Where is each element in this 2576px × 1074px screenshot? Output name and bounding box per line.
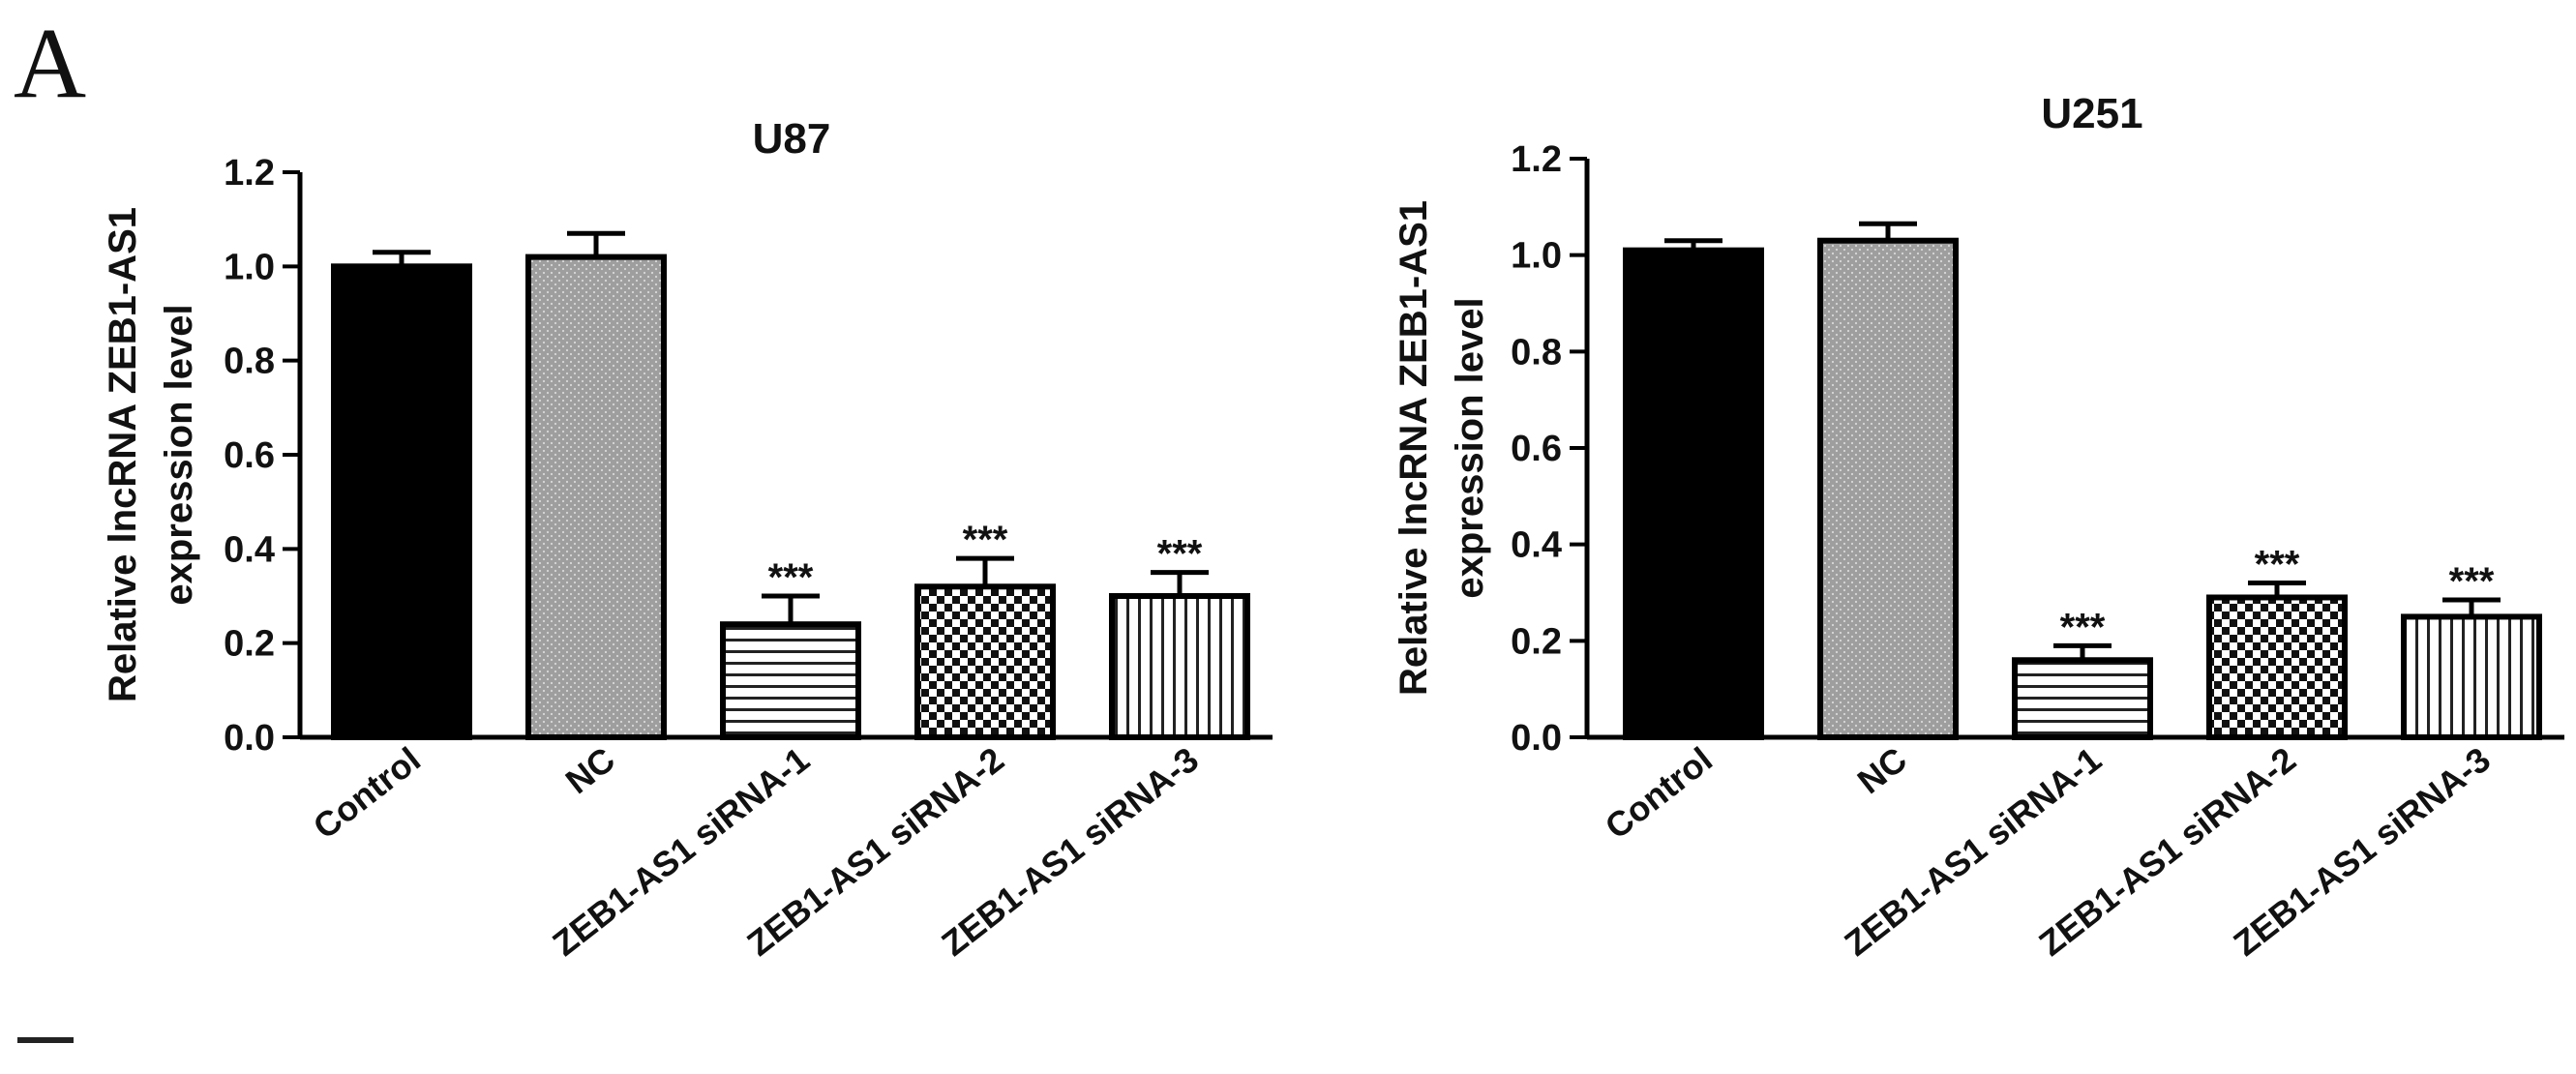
y-tick-label: 1.2 (1511, 139, 1562, 180)
y-axis-label: expression level (158, 304, 200, 605)
bar-control (1623, 247, 1764, 740)
y-axis-label: Relative lncRNA ZEB1-AS1 (102, 207, 144, 702)
panel-label: A (14, 8, 86, 119)
y-tick-label: 0.8 (1511, 332, 1562, 373)
y-tick-label: 0.8 (224, 342, 275, 382)
x-category-label: Control (306, 739, 428, 847)
chart-title: U251 (2041, 90, 2142, 137)
x-category-label: NC (1850, 739, 1914, 801)
y-tick-label: 0.4 (1511, 525, 1562, 566)
y-tick-label: 0.6 (224, 435, 275, 476)
y-tick-label: 0.6 (1511, 429, 1562, 469)
bar-zeb1-as1-sirna-1 (2012, 657, 2153, 740)
bar-nc (1817, 237, 1959, 740)
y-tick-label: 0.4 (224, 529, 275, 570)
bar-zeb1-as1-sirna-2 (2206, 594, 2348, 740)
y-axis-label: expression level (1449, 297, 1491, 598)
y-axis-label: Relative lncRNA ZEB1-AS1 (1393, 200, 1435, 696)
significance-label: *** (768, 556, 814, 599)
bar-zeb1-as1-sirna-1 (720, 621, 861, 741)
x-category-label: Control (1598, 739, 1720, 847)
significance-label: *** (1157, 533, 1203, 576)
y-tick-label: 1.0 (224, 247, 275, 287)
y-tick-label: 1.2 (224, 153, 275, 194)
significance-label: *** (2449, 560, 2495, 603)
bar-nc (525, 254, 667, 740)
bar-control (331, 263, 472, 740)
y-tick-label: 1.0 (1511, 236, 1562, 277)
significance-label: *** (963, 519, 1008, 561)
y-tick-label: 0.0 (1511, 718, 1562, 759)
bar-zeb1-as1-sirna-3 (2401, 613, 2542, 741)
cropped-panel-edge (17, 1037, 74, 1043)
x-category-label: NC (558, 739, 622, 801)
chart-u251: U251 Relative lncRNA ZEB1-AS1 expression l… (1393, 90, 2564, 964)
y-tick-label: 0.0 (224, 718, 275, 759)
chart-u87: U87 Relative lncRNA ZEB1-AS1 expression le… (102, 115, 1273, 964)
bar-zeb1-as1-sirna-2 (914, 583, 1056, 740)
significance-label: *** (2060, 606, 2106, 648)
y-tick-label: 0.2 (1511, 621, 1562, 662)
bar-zeb1-as1-sirna-3 (1109, 593, 1250, 740)
significance-label: *** (2255, 544, 2300, 586)
y-tick-label: 0.2 (224, 624, 275, 665)
chart-title: U87 (753, 115, 831, 163)
